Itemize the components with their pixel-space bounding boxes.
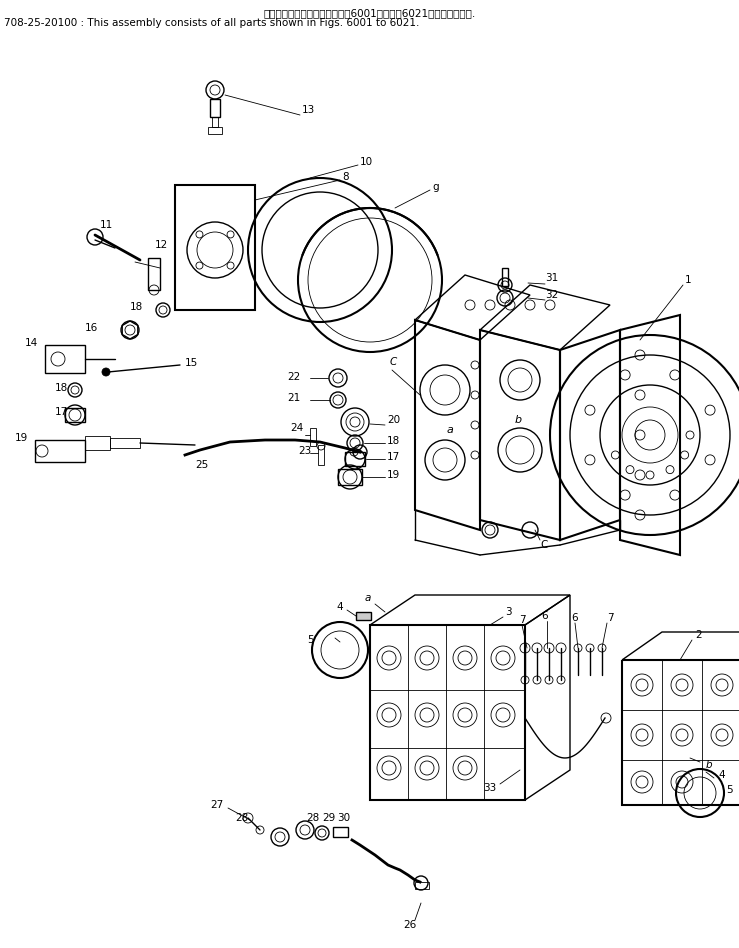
Text: g: g xyxy=(432,182,439,192)
Bar xyxy=(208,127,222,134)
Text: 7: 7 xyxy=(607,613,613,623)
Text: 18: 18 xyxy=(130,302,143,312)
Text: 29: 29 xyxy=(322,813,336,823)
Text: 1: 1 xyxy=(685,275,692,285)
Text: 708-25-20100 : This assembly consists of all parts shown in Figs. 6001 to 6021.: 708-25-20100 : This assembly consists of… xyxy=(4,18,419,28)
Text: 27: 27 xyxy=(210,800,223,810)
Text: 31: 31 xyxy=(545,273,558,283)
Text: 33: 33 xyxy=(483,783,497,793)
Text: 28: 28 xyxy=(235,813,248,823)
Bar xyxy=(85,436,110,450)
Text: 15: 15 xyxy=(185,358,198,368)
Text: 10: 10 xyxy=(360,157,373,167)
Text: 21: 21 xyxy=(287,393,300,403)
Text: 6: 6 xyxy=(572,613,579,623)
Text: 17: 17 xyxy=(387,452,401,462)
Text: 16: 16 xyxy=(85,323,98,333)
Text: 19: 19 xyxy=(15,433,28,443)
Text: C: C xyxy=(540,540,548,550)
Bar xyxy=(338,469,362,485)
Text: 32: 32 xyxy=(545,290,558,300)
Text: このアセンブリの構成部品は第6001図から第6021図まで含みます.: このアセンブリの構成部品は第6001図から第6021図まで含みます. xyxy=(264,8,476,18)
Bar xyxy=(622,660,739,805)
Bar xyxy=(333,827,348,837)
Text: 24: 24 xyxy=(290,423,303,433)
Text: 19: 19 xyxy=(387,470,401,480)
Text: 11: 11 xyxy=(100,220,113,230)
Text: 7: 7 xyxy=(519,615,525,625)
Bar xyxy=(502,268,508,286)
Text: 28: 28 xyxy=(306,813,319,823)
Bar xyxy=(210,99,220,117)
Bar xyxy=(110,438,140,448)
Bar xyxy=(356,612,371,620)
Bar xyxy=(45,345,85,373)
Circle shape xyxy=(102,368,110,376)
Text: 17: 17 xyxy=(55,407,68,417)
Text: 30: 30 xyxy=(337,813,350,823)
Bar xyxy=(148,258,160,290)
Text: a: a xyxy=(365,593,372,603)
Text: 5: 5 xyxy=(726,785,732,795)
Bar xyxy=(415,882,429,889)
Bar xyxy=(175,185,255,310)
Text: 25: 25 xyxy=(195,460,208,470)
Text: 20: 20 xyxy=(387,415,400,425)
Bar xyxy=(65,408,85,422)
Text: b: b xyxy=(706,760,712,770)
Text: 22: 22 xyxy=(287,372,300,382)
Text: 3: 3 xyxy=(505,607,511,617)
Text: 2: 2 xyxy=(695,630,701,640)
Text: 13: 13 xyxy=(302,105,316,115)
Text: 8: 8 xyxy=(342,172,349,182)
Text: a: a xyxy=(446,425,454,435)
Text: 5: 5 xyxy=(307,635,313,645)
Text: 14: 14 xyxy=(25,338,38,348)
Text: 18: 18 xyxy=(55,383,68,393)
Text: 6: 6 xyxy=(542,611,548,621)
Text: 18: 18 xyxy=(387,436,401,446)
Bar xyxy=(318,445,324,465)
Bar xyxy=(310,428,316,446)
Text: 12: 12 xyxy=(155,240,168,250)
Bar xyxy=(212,117,218,127)
Text: 4: 4 xyxy=(718,770,725,780)
Bar xyxy=(35,440,85,462)
Bar xyxy=(345,452,365,466)
Text: b: b xyxy=(514,415,522,425)
Text: C: C xyxy=(390,357,398,367)
Bar xyxy=(370,625,525,800)
Text: 26: 26 xyxy=(403,920,417,930)
Text: 23: 23 xyxy=(298,446,311,456)
Text: 4: 4 xyxy=(336,602,343,612)
